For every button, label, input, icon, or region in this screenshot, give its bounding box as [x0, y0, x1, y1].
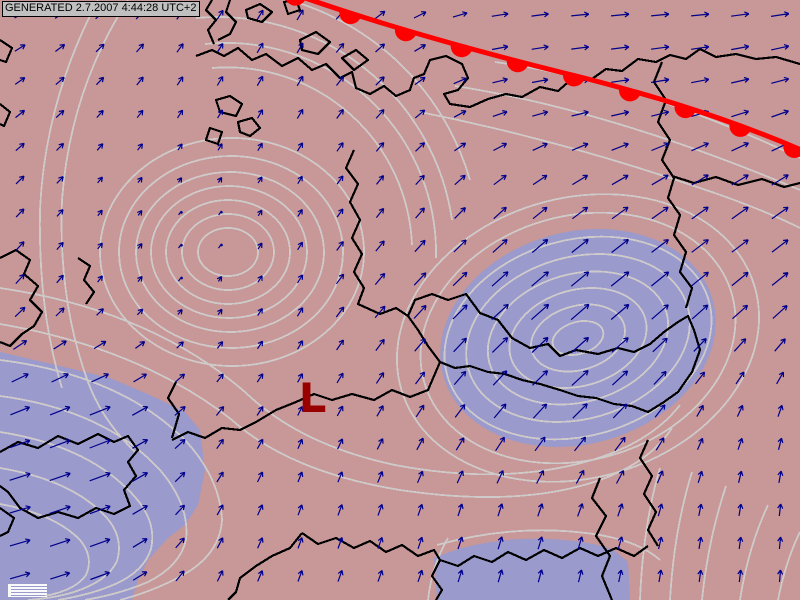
warm-front-scallop [506, 58, 529, 73]
generated-timestamp-label: GENERATED 2.7.2007 4:44:28 UTC+2 [2, 1, 201, 17]
warm-front-scallop [563, 72, 585, 87]
elbe-border [344, 149, 409, 317]
czech-border [406, 292, 702, 414]
switzerland-border [0, 432, 140, 537]
watermark-logo [8, 584, 47, 597]
strong-wind-region-south [434, 538, 630, 600]
lakes [204, 94, 262, 146]
warm-front-scallop [284, 0, 306, 6]
low-pressure-marker: L [300, 376, 326, 420]
southeast-borders [227, 439, 659, 600]
warm-front [284, 0, 800, 158]
oder-border [652, 61, 694, 309]
west-borders [0, 39, 96, 348]
baltic-islands [244, 0, 370, 72]
denmark-coast [204, 0, 238, 45]
warm-front-scallop [783, 142, 800, 158]
warm-front-scallop [619, 87, 641, 102]
warm-front-scallop [339, 9, 361, 25]
baltic-coastline [195, 46, 800, 109]
warm-front-scallop [729, 122, 751, 137]
warm-front-scallop [394, 27, 417, 42]
warm-front-scallop [450, 43, 473, 58]
warm-front-scallop [674, 103, 696, 119]
strong-wind-region-east [440, 229, 716, 447]
alpine-border [166, 361, 442, 441]
